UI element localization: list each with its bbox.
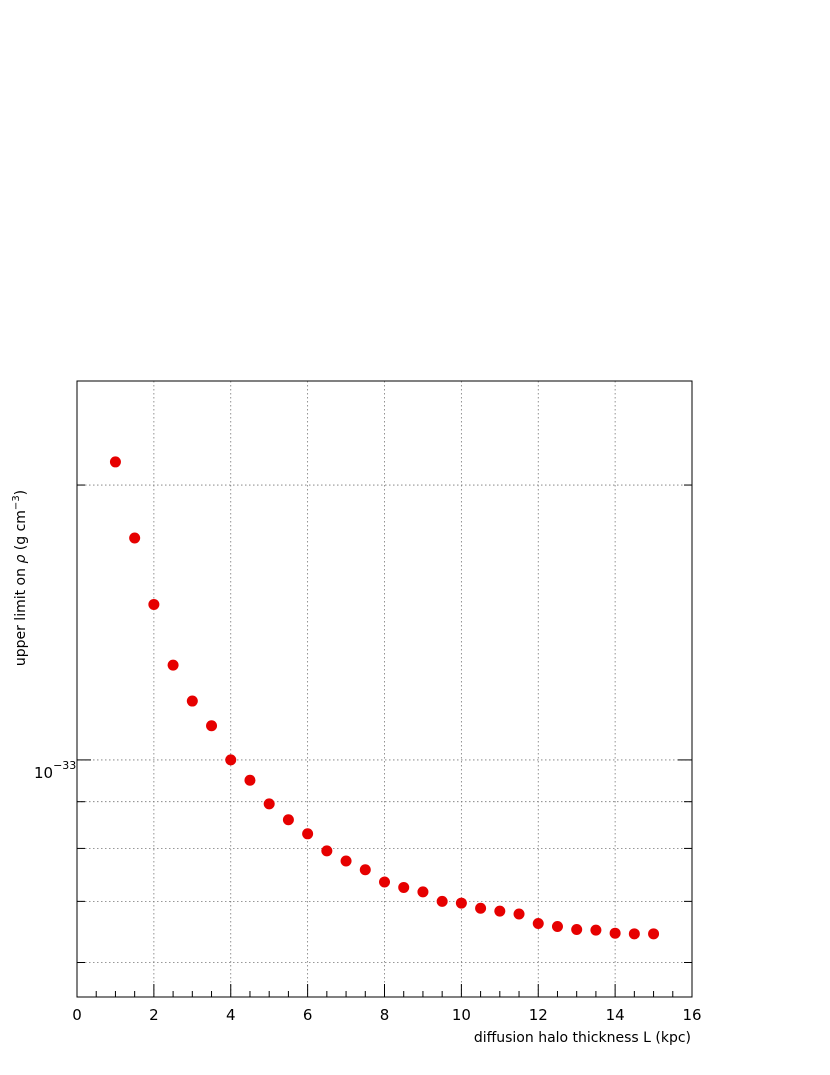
y-tick-exponent: −33 — [53, 759, 76, 772]
data-point — [532, 917, 544, 929]
data-point — [263, 798, 275, 810]
data-point — [609, 927, 621, 939]
data-point — [206, 720, 218, 732]
data-point — [590, 924, 602, 936]
data-point — [513, 908, 525, 920]
data-point — [340, 855, 352, 867]
y-axis-label-unit-exponent: −3 — [11, 495, 22, 510]
x-tick-label: 2 — [149, 1006, 159, 1024]
data-points — [109, 456, 660, 940]
x-tick-label: 14 — [606, 1006, 625, 1024]
data-point — [628, 928, 640, 940]
y-axis-label-unit: (g cm — [13, 510, 29, 555]
y-axis-label-unit-close: ) — [13, 490, 29, 495]
x-axis-label: diffusion halo thickness L (kpc) — [474, 1030, 691, 1046]
x-tick-label: 12 — [529, 1006, 548, 1024]
x-tick-label: 8 — [380, 1006, 390, 1024]
data-point — [359, 864, 371, 876]
data-point — [186, 695, 198, 707]
x-tick-label: 0 — [72, 1006, 82, 1024]
data-point — [321, 845, 333, 857]
data-point — [417, 886, 429, 898]
data-point — [148, 598, 160, 610]
data-point — [225, 754, 237, 766]
y-tick-label: 10−33 — [34, 759, 76, 782]
y-axis-label: upper limit on ρ (g cm−3) — [11, 490, 29, 666]
grid-lines — [77, 381, 692, 997]
data-point — [129, 532, 141, 544]
data-point — [244, 774, 256, 786]
data-point — [455, 897, 467, 909]
y-tick-base: 10 — [34, 764, 53, 782]
data-point — [167, 659, 179, 671]
data-point — [398, 881, 410, 893]
x-tick-label: 10 — [452, 1006, 471, 1024]
axis-ticks — [76, 484, 693, 997]
x-tick-label: 6 — [303, 1006, 313, 1024]
data-point — [494, 905, 506, 917]
data-point — [379, 876, 390, 888]
data-point — [648, 928, 660, 940]
x-tick-label: 4 — [226, 1006, 236, 1024]
data-point — [551, 921, 563, 933]
data-point — [302, 828, 314, 840]
data-point — [282, 814, 294, 826]
data-point — [109, 456, 121, 468]
data-point — [571, 924, 583, 936]
y-axis-label-prefix: upper limit on — [13, 564, 29, 667]
x-tick-label: 16 — [682, 1006, 701, 1024]
data-point — [475, 902, 487, 914]
y-axis-label-symbol: ρ — [13, 555, 29, 564]
x-tick-labels: 0 2 4 6 8 10 12 14 16 — [72, 1006, 701, 1024]
data-point — [436, 895, 448, 907]
